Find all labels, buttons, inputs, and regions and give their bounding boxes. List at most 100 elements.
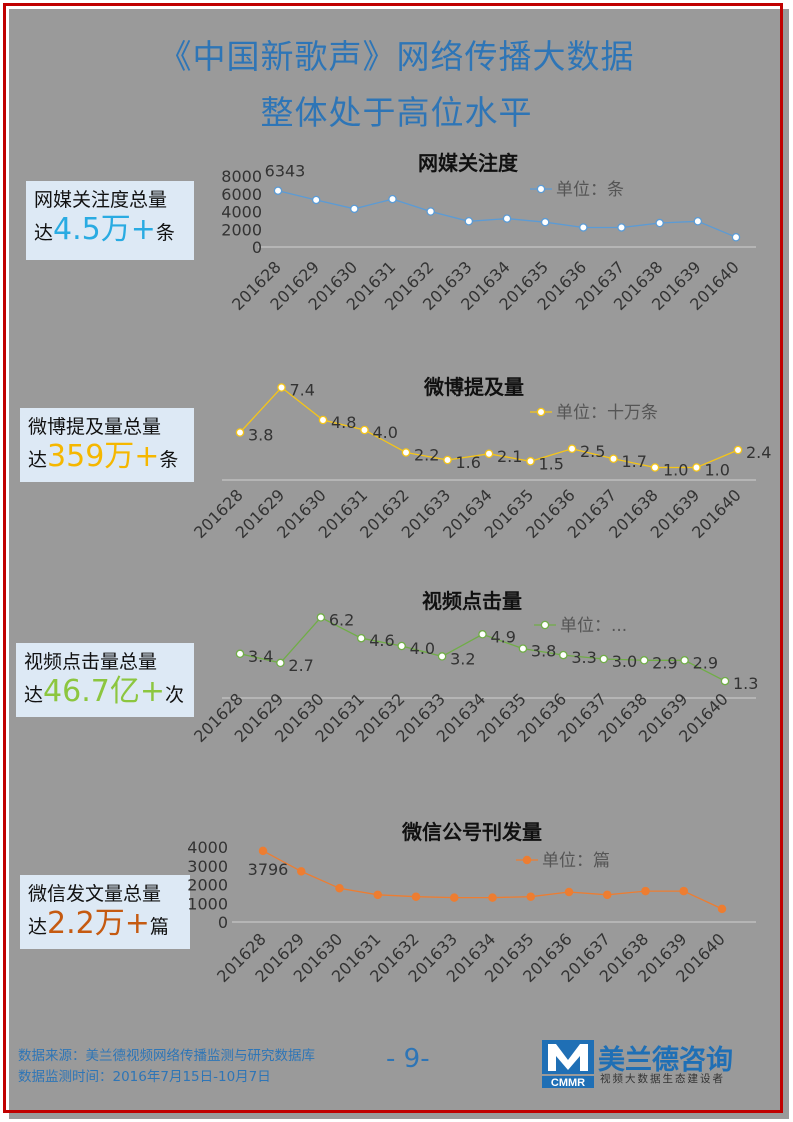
data-point bbox=[567, 444, 577, 453]
chart-title: 微博提及量 bbox=[423, 375, 524, 399]
data-point bbox=[397, 641, 406, 651]
summary-value: 2.2万 bbox=[47, 906, 125, 941]
summary-value: 359万 bbox=[47, 439, 135, 474]
y-tick-label: 4000 bbox=[221, 203, 262, 222]
logo-tagline: 视频大数据生态建设者 bbox=[600, 1073, 725, 1085]
data-label: 4.0 bbox=[373, 423, 398, 442]
data-point bbox=[639, 656, 649, 665]
company-logo: CMMR 美兰德咨询 视频大数据生态建设者 bbox=[542, 1040, 754, 1088]
data-label: 1.5 bbox=[539, 454, 564, 473]
data-point bbox=[443, 455, 452, 465]
data-label: 7.4 bbox=[290, 381, 315, 400]
y-tick-label: 2000 bbox=[221, 220, 262, 239]
summary-box-wechat: 微信发文量总量 达2.2万+篇 bbox=[20, 875, 190, 949]
cmmr-logo-icon: CMMR bbox=[542, 1040, 594, 1088]
footer-source: 数据来源：美兰德视频网络传播监测与研究数据库 数据监测时间：2016年7月15日… bbox=[18, 1046, 315, 1088]
chart-title: 微信公号刊发量 bbox=[401, 820, 542, 844]
summary-value: 46.7亿 bbox=[43, 674, 140, 709]
data-point bbox=[350, 204, 359, 214]
data-point bbox=[235, 649, 245, 659]
data-label: 3.8 bbox=[531, 642, 556, 661]
data-label: 2.9 bbox=[693, 653, 718, 672]
summary-box-video: 视频点击量总量 达46.7亿+次 bbox=[16, 643, 194, 717]
data-label: 1.0 bbox=[705, 461, 730, 480]
summary-label: 网媒关注度总量 bbox=[34, 189, 168, 211]
summary-label: 微博提及量总量 bbox=[28, 416, 162, 438]
data-label: 6343 bbox=[265, 162, 306, 181]
data-point bbox=[731, 232, 741, 242]
data-point bbox=[276, 658, 285, 668]
data-label: 3.2 bbox=[450, 649, 475, 668]
legend-label: 单位：... bbox=[560, 616, 627, 636]
data-point bbox=[655, 218, 664, 228]
summary-total: 达2.2万+篇 bbox=[28, 906, 169, 941]
data-point bbox=[277, 383, 286, 392]
data-label: 3.4 bbox=[248, 647, 273, 666]
data-period: 数据监测时间：2016年7月15日-10月7日 bbox=[18, 1069, 271, 1085]
data-point bbox=[693, 217, 703, 226]
data-point bbox=[518, 644, 528, 653]
data-point bbox=[388, 194, 397, 204]
y-tick-label: 6000 bbox=[221, 185, 262, 204]
data-point bbox=[526, 456, 535, 466]
data-label: 6.2 bbox=[329, 610, 354, 629]
data-label: 1.7 bbox=[622, 452, 647, 471]
data-point bbox=[540, 217, 550, 227]
summary-total: 达359万+条 bbox=[28, 439, 179, 474]
data-label: 2.2 bbox=[414, 446, 439, 465]
data-label: 4.6 bbox=[369, 631, 394, 650]
summary-box-web: 网媒关注度总量 达4.5万+条 bbox=[26, 181, 194, 260]
data-label: 2.1 bbox=[497, 447, 522, 466]
data-point bbox=[318, 415, 328, 425]
summary-label: 微信发文量总量 bbox=[28, 883, 162, 905]
y-tick-label: 3000 bbox=[187, 857, 228, 876]
data-point bbox=[679, 886, 689, 896]
data-label: 3.8 bbox=[248, 426, 273, 445]
data-point bbox=[692, 463, 701, 472]
legend-marker bbox=[536, 184, 546, 194]
data-point bbox=[488, 893, 497, 902]
chart-title: 网媒关注度 bbox=[418, 151, 519, 175]
data-point bbox=[717, 904, 727, 914]
data-point bbox=[484, 449, 494, 458]
legend-label: 单位：十万条 bbox=[556, 403, 658, 423]
data-point bbox=[373, 890, 382, 900]
legend-marker bbox=[540, 620, 550, 630]
page-subtitle: 整体处于高位水平 bbox=[260, 93, 533, 132]
data-point bbox=[617, 223, 626, 232]
page-frame bbox=[3, 3, 783, 1113]
data-label: 2.5 bbox=[580, 442, 605, 461]
y-tick-label: 1000 bbox=[187, 894, 228, 913]
data-point bbox=[478, 630, 487, 639]
data-label: 4.9 bbox=[491, 627, 516, 646]
y-tick-label: 8000 bbox=[221, 167, 262, 186]
legend-label: 单位：篇 bbox=[542, 851, 610, 871]
data-point bbox=[316, 613, 326, 622]
legend-marker bbox=[522, 855, 532, 865]
y-tick-label: 0 bbox=[218, 913, 228, 932]
data-point bbox=[526, 892, 536, 901]
legend-marker bbox=[536, 407, 546, 417]
data-point bbox=[720, 676, 730, 686]
logo-abbr: CMMR bbox=[551, 1077, 585, 1088]
data-point bbox=[680, 656, 689, 665]
data-point bbox=[733, 445, 743, 455]
data-point bbox=[296, 867, 306, 876]
chart-title: 视频点击量 bbox=[422, 589, 522, 613]
data-label: 3.3 bbox=[571, 648, 596, 667]
data-point bbox=[650, 463, 660, 472]
data-point bbox=[273, 186, 283, 195]
data-label: 4.0 bbox=[410, 639, 435, 658]
data-point bbox=[335, 884, 344, 893]
data-point bbox=[641, 886, 650, 896]
y-tick-label: 4000 bbox=[187, 838, 228, 857]
legend-label: 单位：条 bbox=[556, 180, 624, 200]
data-point bbox=[426, 207, 435, 216]
data-point bbox=[401, 448, 411, 457]
data-point bbox=[559, 650, 568, 660]
data-label: 3796 bbox=[248, 860, 289, 879]
data-source: 数据来源：美兰德视频网络传播监测与研究数据库 bbox=[18, 1048, 315, 1064]
data-point bbox=[449, 893, 459, 902]
data-point bbox=[360, 425, 369, 435]
